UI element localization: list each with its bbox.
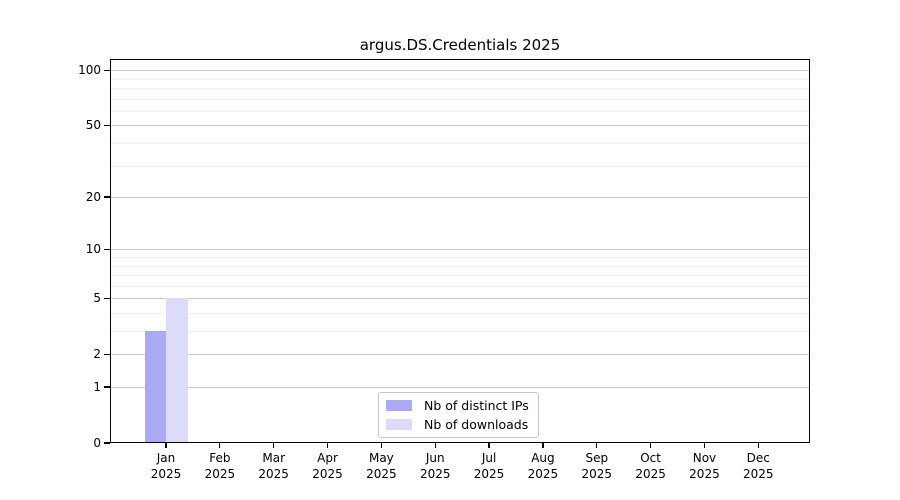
x-tick-mark	[434, 443, 436, 448]
legend: Nb of distinct IPs Nb of downloads	[378, 392, 539, 438]
gridline-major	[110, 387, 810, 388]
x-tick-month: Jun	[425, 451, 445, 465]
gridline-minor	[110, 275, 810, 277]
x-tick-label: Oct 2025	[619, 450, 683, 482]
x-tick-label: Mar 2025	[242, 450, 306, 482]
gridline-major	[110, 197, 810, 199]
x-tick-month: Jan	[156, 451, 176, 465]
x-tick-mark	[165, 443, 167, 448]
y-tick-label: 1	[93, 380, 101, 394]
x-tick-year: 2025	[419, 467, 451, 481]
legend-swatch-downloads	[386, 419, 412, 430]
legend-label-downloads: Nb of downloads	[424, 417, 529, 432]
x-tick-mark	[703, 443, 706, 448]
x-tick-month: Nov	[692, 451, 717, 465]
x-tick-year: 2025	[581, 467, 613, 481]
x-tick-label: Jan 2025	[134, 450, 198, 482]
x-tick-year: 2025	[743, 467, 774, 481]
x-tick-mark	[326, 443, 329, 448]
legend-label-distinct-ips: Nb of distinct IPs	[424, 398, 529, 413]
x-tick-label: Sep 2025	[565, 450, 629, 482]
y-tick-label: 10	[85, 242, 101, 257]
gridline-minor	[110, 165, 810, 167]
legend-item-distinct-ips: Nb of distinct IPs	[386, 398, 529, 413]
gridline-major	[110, 298, 810, 300]
gridline-major	[110, 249, 810, 251]
x-tick-label: Nov 2025	[672, 450, 736, 482]
x-tick-month: Apr	[317, 451, 338, 465]
gridline-minor	[110, 98, 810, 100]
x-tick-year: 2025	[473, 467, 505, 481]
x-tick-label: Jul 2025	[457, 450, 521, 482]
gridline-minor	[110, 88, 810, 89]
x-tick-month: Mar	[262, 451, 285, 465]
gridline-minor	[110, 143, 810, 144]
y-tick-mark	[104, 297, 110, 299]
x-tick-year: 2025	[258, 467, 289, 481]
x-tick-month: Oct	[640, 451, 661, 465]
y-tick-mark	[104, 69, 110, 71]
x-tick-year: 2025	[150, 467, 182, 481]
x-tick-month: Sep	[585, 451, 609, 465]
x-tick-mark	[596, 443, 598, 448]
gridline-major	[110, 354, 810, 356]
gridline-major	[110, 70, 810, 72]
y-tick-mark	[104, 353, 110, 355]
legend-item-downloads: Nb of downloads	[386, 417, 529, 432]
x-tick-month: May	[368, 451, 394, 465]
bar-nb-of-downloads	[166, 298, 188, 443]
x-tick-label: Feb 2025	[188, 450, 252, 482]
bar-nb-of-distinct-ips	[144, 331, 166, 443]
gridline-minor	[110, 265, 810, 267]
x-tick-mark	[650, 443, 652, 448]
x-tick-mark	[757, 443, 759, 448]
x-tick-mark	[380, 443, 382, 448]
x-tick-month: Aug	[531, 451, 555, 465]
x-tick-year: 2025	[204, 467, 236, 481]
x-tick-month: Dec	[746, 451, 770, 465]
x-tick-label: Dec 2025	[726, 450, 790, 482]
x-tick-mark	[488, 443, 490, 448]
chart-title: argus.DS.Credentials 2025	[359, 36, 561, 54]
gridline-minor	[110, 78, 810, 80]
y-tick-mark	[104, 442, 110, 444]
x-tick-label: Aug 2025	[511, 450, 575, 482]
x-tick-month: Jul	[481, 451, 497, 465]
x-tick-month: Feb	[209, 451, 231, 465]
x-tick-year: 2025	[366, 467, 397, 481]
y-tick-mark	[104, 248, 110, 250]
gridline-minor	[110, 312, 810, 314]
gridline-minor	[110, 256, 810, 258]
x-tick-label: Apr 2025	[296, 450, 360, 482]
y-tick-label: 2	[93, 347, 101, 362]
y-tick-mark	[104, 386, 110, 388]
x-tick-year: 2025	[689, 467, 720, 481]
gridline-minor	[110, 285, 810, 287]
y-tick-label: 0	[93, 436, 101, 450]
x-tick-year: 2025	[527, 467, 559, 481]
plot-area	[110, 59, 810, 443]
y-tick-label: 20	[85, 190, 101, 205]
y-tick-label: 5	[93, 291, 101, 306]
x-tick-year: 2025	[312, 467, 343, 481]
x-tick-label: Jun 2025	[403, 450, 467, 482]
x-tick-mark	[273, 443, 275, 448]
gridline-major	[110, 125, 810, 127]
gridline-minor	[110, 331, 810, 332]
gridline-minor	[110, 110, 810, 112]
y-tick-mark	[104, 124, 110, 126]
x-tick-mark	[542, 443, 544, 448]
x-tick-year: 2025	[635, 467, 666, 481]
x-tick-mark	[219, 443, 221, 448]
x-tick-label: May 2025	[349, 450, 413, 482]
y-tick-label: 100	[78, 63, 101, 78]
legend-swatch-distinct-ips	[386, 400, 412, 411]
y-tick-label: 50	[85, 118, 101, 133]
y-tick-mark	[104, 196, 110, 198]
